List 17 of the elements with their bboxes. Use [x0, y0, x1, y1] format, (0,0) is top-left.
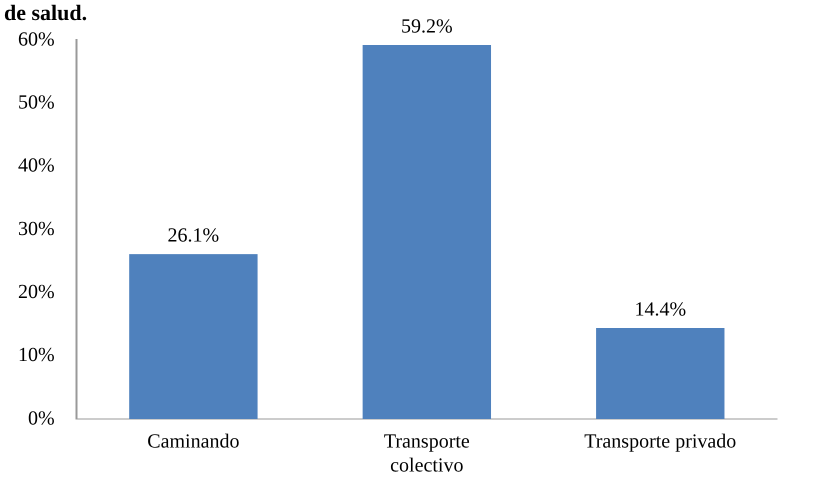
- data-label: 14.4%: [634, 298, 686, 320]
- bar: [362, 45, 492, 419]
- y-tick-label: 0%: [28, 407, 55, 430]
- y-tick-label: 50%: [18, 91, 55, 114]
- y-tick-label: 30%: [18, 218, 55, 240]
- y-tick-label: 10%: [18, 344, 55, 366]
- data-label: 59.2%: [400, 15, 453, 38]
- x-tick-label: Transporte privado: [584, 430, 736, 452]
- chart-title: de salud.: [4, 0, 88, 26]
- x-tick-label: Transporte colectivo: [384, 430, 470, 476]
- y-tick-label: 20%: [18, 280, 55, 303]
- y-tick-label: 60%: [18, 28, 55, 50]
- bar: [596, 328, 724, 419]
- data-label: 26.1%: [168, 224, 220, 246]
- bar: [129, 254, 258, 419]
- x-tick-label: Caminando: [147, 430, 240, 452]
- y-tick-label: 40%: [18, 154, 55, 177]
